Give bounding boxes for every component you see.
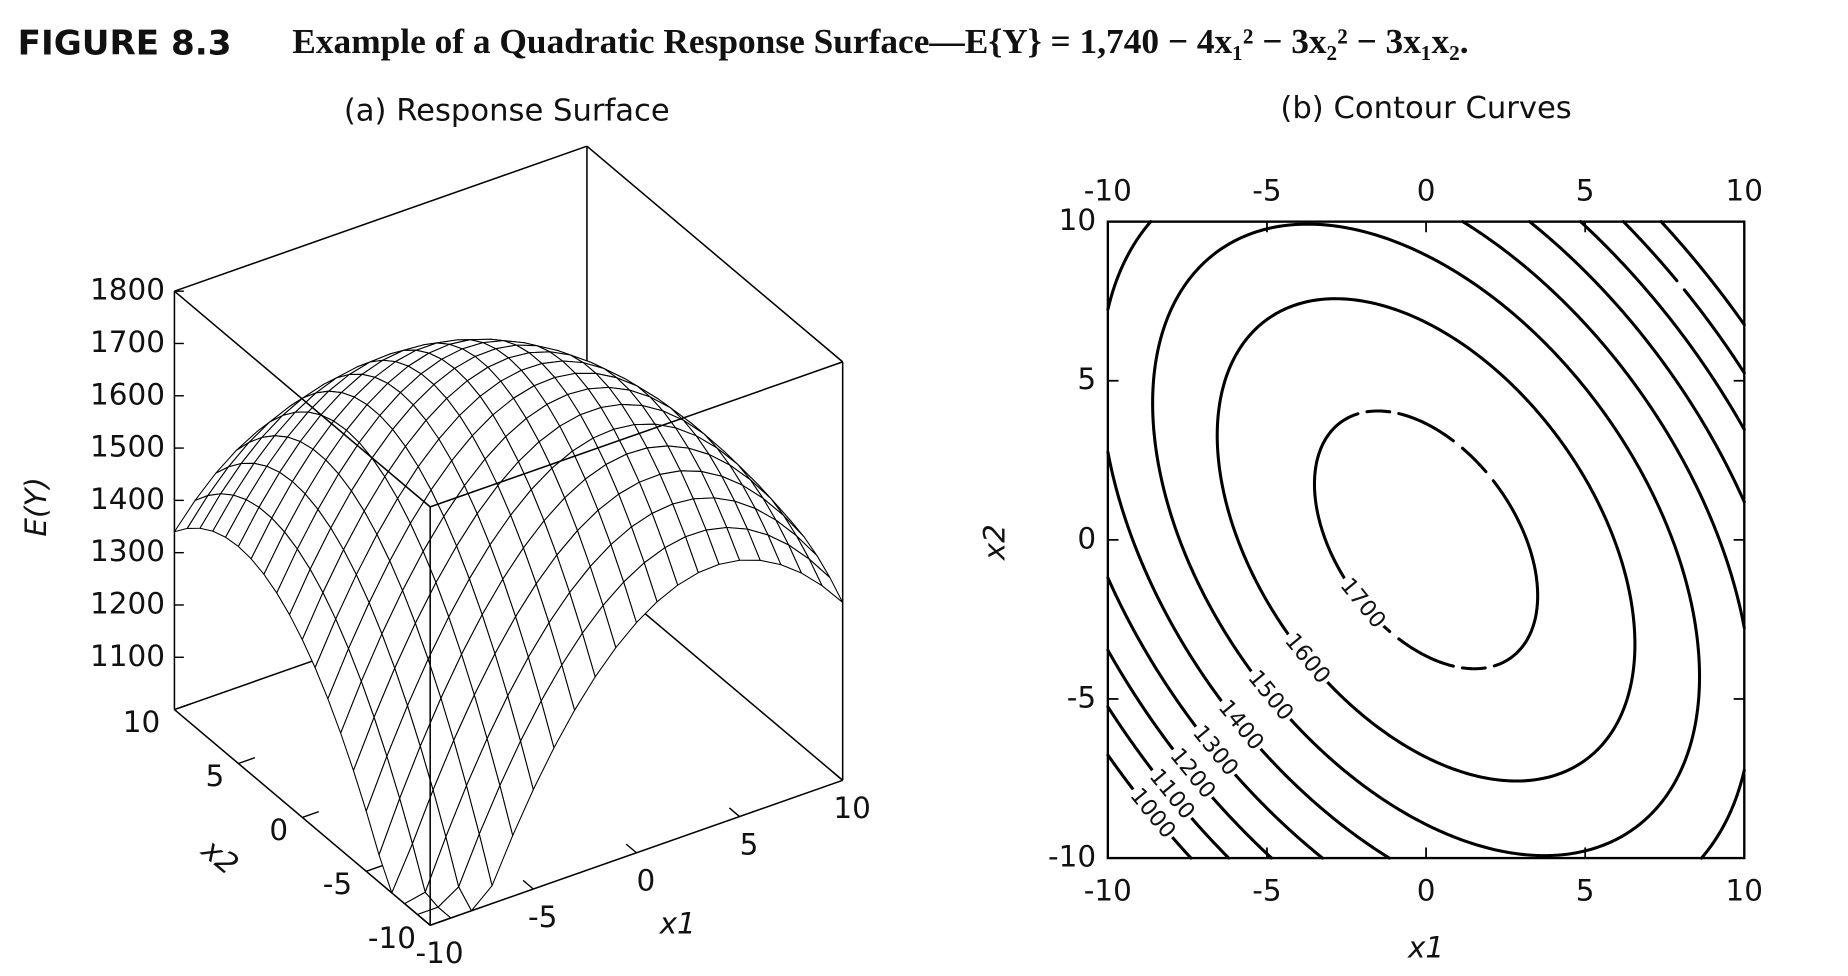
y-tick: [366, 864, 383, 872]
y-tick-label: 0: [269, 813, 288, 847]
contour-line: [1106, 220, 1746, 860]
z-tick-label: 1100: [90, 639, 165, 673]
x-tick: [522, 879, 534, 890]
y-tick-label: -5: [1067, 680, 1096, 714]
x-tick-label: 5: [1576, 174, 1595, 208]
y-tick-label: 10: [123, 705, 160, 739]
y-tick: [238, 757, 256, 765]
contour-line: [1106, 220, 1746, 860]
chart-title: (a) Response Surface: [344, 94, 670, 129]
contour-line: [1106, 220, 1746, 860]
z-tick-label: 1300: [90, 534, 165, 568]
x-tick-label: 0: [1417, 874, 1436, 908]
y-tick-label: 0: [1077, 521, 1096, 555]
z-tick-label: 1600: [90, 377, 165, 411]
x-tick-label: 5: [1576, 874, 1595, 908]
x-tick-label: 0: [1417, 174, 1436, 208]
x-tick-label: -5: [1252, 174, 1281, 208]
x-tick-label: -10: [1084, 874, 1132, 908]
y-tick: [429, 918, 447, 926]
box-edge: [174, 145, 588, 292]
y-tick-label: 5: [1077, 362, 1096, 396]
plot-frame: [1106, 220, 1746, 860]
z-axis-label: E(Y): [19, 477, 53, 537]
x-tick-label: -10: [416, 936, 464, 970]
label-background: [1164, 742, 1221, 804]
y-tick: [302, 810, 320, 819]
y-tick: [174, 703, 192, 711]
label-background: [1335, 572, 1391, 634]
box-edge: [429, 361, 843, 508]
contour-label-group: 1600: [1279, 628, 1336, 690]
x-tick-label: 0: [636, 864, 655, 898]
x-tick-label: -5: [1252, 874, 1281, 908]
z-tick-label: 1200: [90, 586, 165, 620]
contour-line: [1151, 222, 1702, 858]
box-edge: [173, 290, 431, 508]
label-background: [1144, 763, 1200, 825]
label-background: [1187, 720, 1244, 782]
contour-label-group: 1700: [1335, 572, 1391, 634]
x-tick-label: 10: [833, 791, 870, 825]
x-axis-label: x1: [659, 907, 696, 941]
figure-title: Example of a Quadratic Response Surface—…: [292, 21, 1468, 61]
x-tick-label: 5: [740, 827, 759, 861]
x-tick: [831, 771, 844, 781]
x-tick: [728, 807, 741, 818]
x-tick: [419, 916, 431, 926]
y-tick-label: 10: [1059, 203, 1096, 237]
x-tick-label: 10: [1726, 174, 1763, 208]
x-axis-label: x1: [1407, 930, 1444, 964]
z-tick-label: 1800: [90, 273, 165, 307]
x-tick: [625, 843, 637, 854]
y-tick-label: -10: [368, 921, 416, 955]
x-tick-label: -10: [1084, 174, 1132, 208]
z-tick-label: 1400: [90, 482, 165, 516]
label-background: [1124, 782, 1181, 844]
x-tick-label: -5: [528, 900, 557, 934]
label-background: [1279, 628, 1336, 690]
x-tick-label: 10: [1726, 874, 1763, 908]
y-axis-label: x2: [195, 832, 245, 882]
y-tick-label: 5: [205, 759, 224, 793]
label-background: [1213, 694, 1269, 756]
chart-title: (b) Contour Curves: [1280, 91, 1571, 126]
contour-line: [1312, 409, 1540, 671]
figure-label: FIGURE 8.3: [18, 23, 232, 63]
y-axis-label: x2: [977, 524, 1011, 561]
y-tick-label: -10: [1048, 840, 1096, 874]
z-tick-label: 1700: [90, 325, 165, 359]
label-background: [1242, 664, 1299, 727]
box-edge: [586, 145, 844, 363]
contour-line: [1106, 220, 1746, 860]
y-tick-label: -5: [323, 867, 352, 901]
contour-line: [1106, 220, 1746, 860]
z-tick-label: 1500: [90, 430, 165, 464]
